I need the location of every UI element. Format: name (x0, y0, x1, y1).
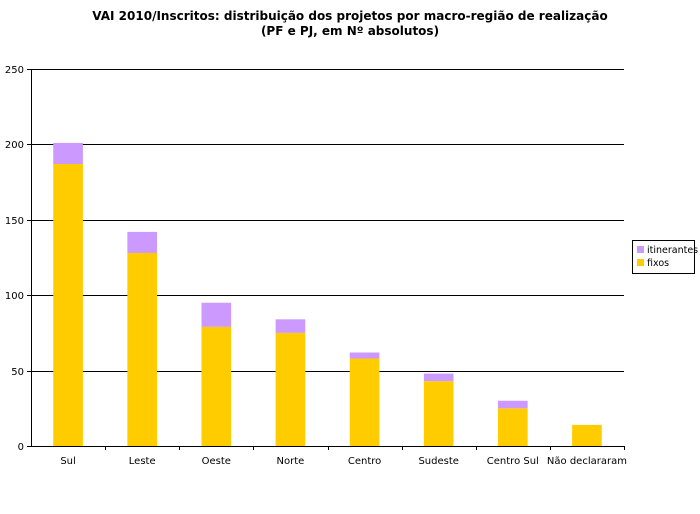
legend-swatch-fixos (637, 259, 644, 266)
y-tick-label-150: 150 (5, 216, 24, 227)
bar-fixos-5 (423, 381, 454, 446)
x-tick-label-7: Não declararam (547, 456, 627, 467)
bar-itinerantes-4 (349, 352, 380, 359)
chart-title: VAI 2010/Inscritos: distribuição dos pro… (92, 9, 608, 23)
bar-itinerantes-6 (497, 400, 528, 409)
bar-fixos-4 (349, 358, 380, 446)
bar-itinerantes-3 (275, 319, 306, 333)
bar-fixos-3 (275, 332, 306, 446)
bar-fixos-0 (53, 164, 83, 446)
bar-itinerantes-1 (127, 231, 158, 253)
chart-subtitle: (PF e PJ, em Nº absolutos) (260, 24, 440, 38)
y-tick-label-100: 100 (5, 291, 24, 302)
bar-fixos-6 (497, 408, 528, 446)
y-tick-label-250: 250 (5, 65, 24, 76)
chart-title-block: VAI 2010/Inscritos: distribuição dos pro… (0, 9, 700, 39)
legend-label-itinerantes: itinerantes (647, 245, 698, 256)
x-tick-label-3: Norte (277, 456, 305, 467)
x-tick-label-6: Centro Sul (487, 456, 539, 467)
bar-fixos-1 (127, 252, 158, 446)
x-tick-label-0: Sul (60, 456, 75, 467)
y-tick-label-50: 50 (11, 367, 24, 378)
y-tick-label-0: 0 (18, 442, 24, 453)
x-tick-label-5: Sudeste (418, 456, 458, 467)
bar-itinerantes-2 (201, 302, 232, 327)
x-tick-label-4: Centro (348, 456, 381, 467)
bar-fixos-7 (572, 424, 602, 446)
bar-itinerantes-5 (423, 373, 454, 382)
bar-itinerantes-0 (53, 142, 83, 165)
x-tick-label-2: Oeste (202, 456, 231, 467)
bar-fixos-2 (201, 326, 232, 446)
y-tick-label-200: 200 (5, 140, 24, 151)
legend-swatch-itinerantes (637, 246, 644, 253)
legend-label-fixos: fixos (647, 258, 669, 269)
x-tick-label-1: Leste (129, 456, 156, 467)
